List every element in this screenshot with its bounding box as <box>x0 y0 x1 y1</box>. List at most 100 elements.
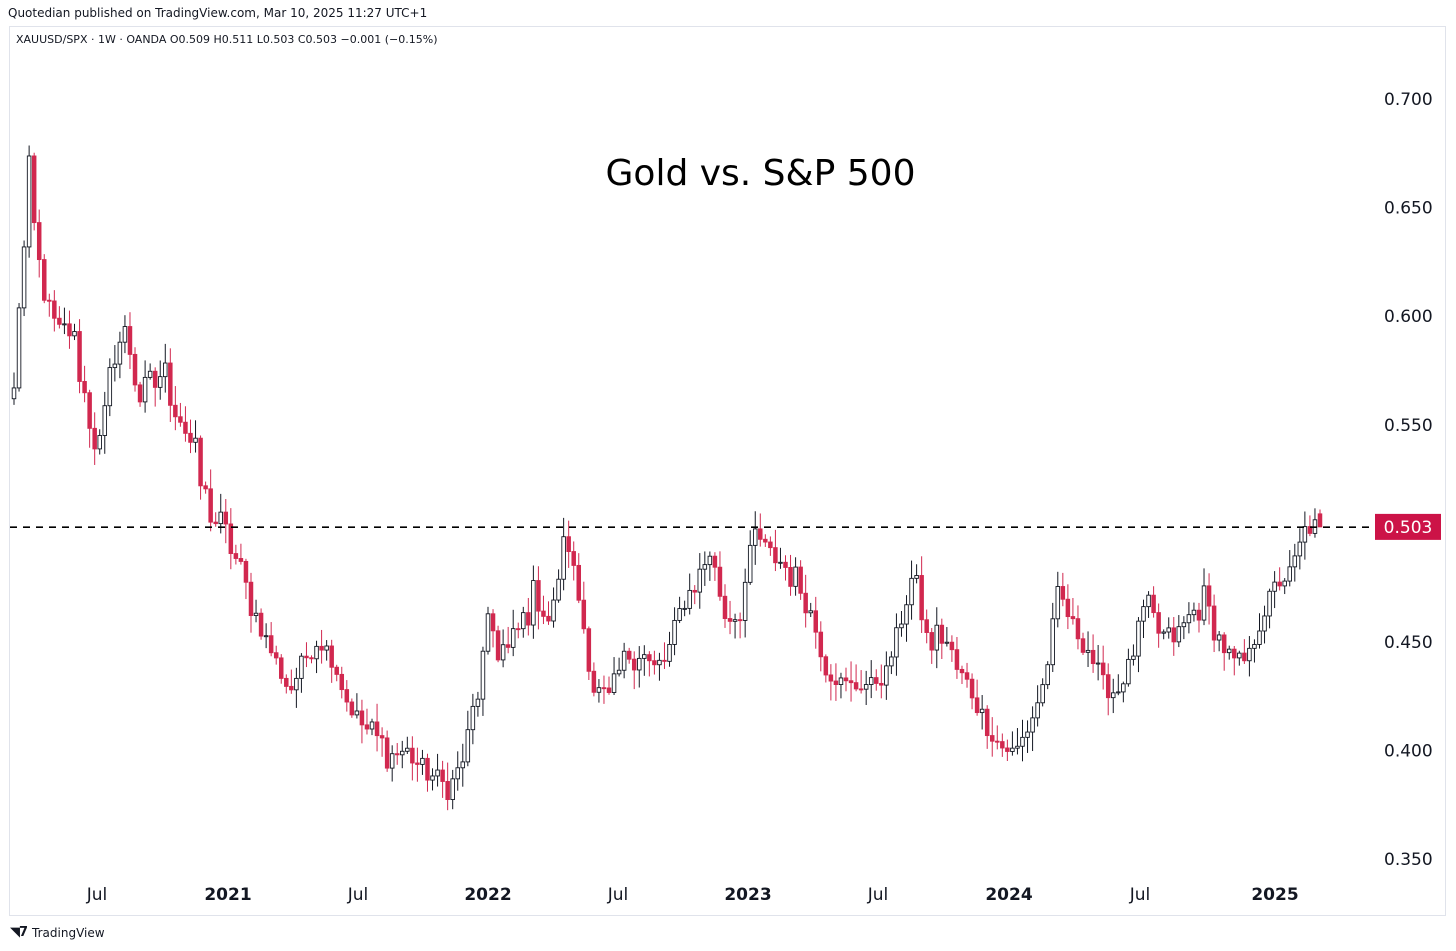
candle-body <box>1287 566 1292 582</box>
candle-body <box>969 678 975 699</box>
candle-body <box>1242 652 1247 662</box>
candle-body <box>874 677 879 684</box>
y-tick-label: 0.550 <box>1384 416 1433 436</box>
candle-body <box>263 635 269 638</box>
candle-body <box>258 612 264 637</box>
candle-body <box>1232 648 1237 659</box>
candle-body <box>1272 581 1277 592</box>
candle-body <box>102 405 108 436</box>
candle-body <box>1297 541 1303 557</box>
candle-body <box>591 670 597 693</box>
candle-body <box>52 300 57 319</box>
chart-frame <box>9 26 1446 916</box>
candle-body <box>157 376 163 388</box>
candle-body <box>289 685 294 691</box>
candle-body <box>31 155 37 224</box>
candle-body <box>198 437 203 487</box>
candle-body <box>924 619 929 633</box>
candle-body <box>369 721 375 730</box>
footer[interactable]: ◥7 TradingView <box>10 925 105 940</box>
candle-body <box>959 668 965 674</box>
candle-body <box>1317 513 1323 528</box>
candle-body <box>657 659 662 666</box>
candle-body <box>490 613 496 632</box>
candle-body <box>420 757 425 765</box>
candle-body <box>853 682 859 690</box>
candle-body <box>359 710 365 726</box>
candle-body <box>984 708 990 737</box>
candle-body <box>672 619 677 645</box>
candle-body <box>677 608 682 621</box>
x-tick-label: 2023 <box>724 885 771 905</box>
candle-body <box>47 299 52 302</box>
candle-body <box>440 769 445 782</box>
candle-body <box>465 729 471 763</box>
candle-body <box>1025 731 1030 738</box>
candle-body <box>62 323 67 326</box>
candle-body <box>127 326 133 355</box>
candle-body <box>536 580 541 612</box>
candle-body <box>783 561 788 568</box>
candle-body <box>475 698 481 707</box>
candle-body <box>717 566 723 597</box>
x-tick-label: 2024 <box>985 885 1032 905</box>
candle-body <box>1196 609 1202 621</box>
y-tick-label: 0.450 <box>1384 633 1433 653</box>
candle-body <box>1121 683 1126 693</box>
candle-body <box>889 656 894 667</box>
candle-body <box>642 654 647 659</box>
candle-body <box>314 645 319 660</box>
candle-body <box>576 564 582 601</box>
candle-body <box>168 362 173 406</box>
candle-body <box>505 644 511 648</box>
candle-body <box>682 607 687 610</box>
candle-body <box>531 580 536 626</box>
candle-body <box>515 628 521 631</box>
candle-body <box>389 753 395 769</box>
candle-body <box>435 769 440 777</box>
candle-body <box>964 672 970 680</box>
candle-body <box>833 680 839 685</box>
candle-body <box>526 612 531 626</box>
x-axis: Jul 2021 Jul 2022 Jul 2023 Jul 2024 Jul 2025 <box>86 885 1299 905</box>
candle-body <box>1262 615 1267 632</box>
y-axis: 0.700 0.650 0.600 0.550 0.450 0.400 0.350 <box>1384 90 1433 870</box>
candle-body <box>995 740 1000 743</box>
y-tick-label: 0.700 <box>1384 90 1433 110</box>
candle-body <box>541 610 546 617</box>
candle-body <box>1095 662 1101 665</box>
candle-body <box>42 259 47 301</box>
candle-body <box>1060 586 1066 600</box>
y-tick-label: 0.350 <box>1384 850 1433 870</box>
candle-body <box>566 536 571 552</box>
candle-body <box>213 521 218 525</box>
publisher-credit: Quotedian published on TradingView.com, … <box>8 6 428 20</box>
candle-body <box>16 307 22 389</box>
candle-body <box>152 370 158 388</box>
y-tick-label: 0.400 <box>1384 742 1433 762</box>
candle-body <box>1186 614 1192 624</box>
candle-body <box>813 610 819 633</box>
candle-body <box>631 658 637 671</box>
candle-body <box>344 689 350 703</box>
candle-body <box>1257 630 1262 645</box>
candle-body <box>1267 590 1272 617</box>
candle-body <box>652 660 657 666</box>
candle-body <box>495 630 501 661</box>
candle-body <box>394 753 400 756</box>
candle-body <box>596 687 602 693</box>
candle-body <box>1010 747 1015 752</box>
candle-body <box>884 665 889 686</box>
y-tick-label: 0.650 <box>1384 199 1433 219</box>
candle-body <box>107 367 113 407</box>
candle-body <box>637 657 642 671</box>
candle-body <box>1055 586 1061 620</box>
candle-body <box>112 363 118 369</box>
candle-body <box>1206 585 1212 607</box>
candle-body <box>1211 605 1217 641</box>
candle-body <box>1040 684 1045 704</box>
candle-body <box>253 612 259 616</box>
candle-body <box>1111 692 1116 699</box>
candle-body <box>763 538 768 543</box>
